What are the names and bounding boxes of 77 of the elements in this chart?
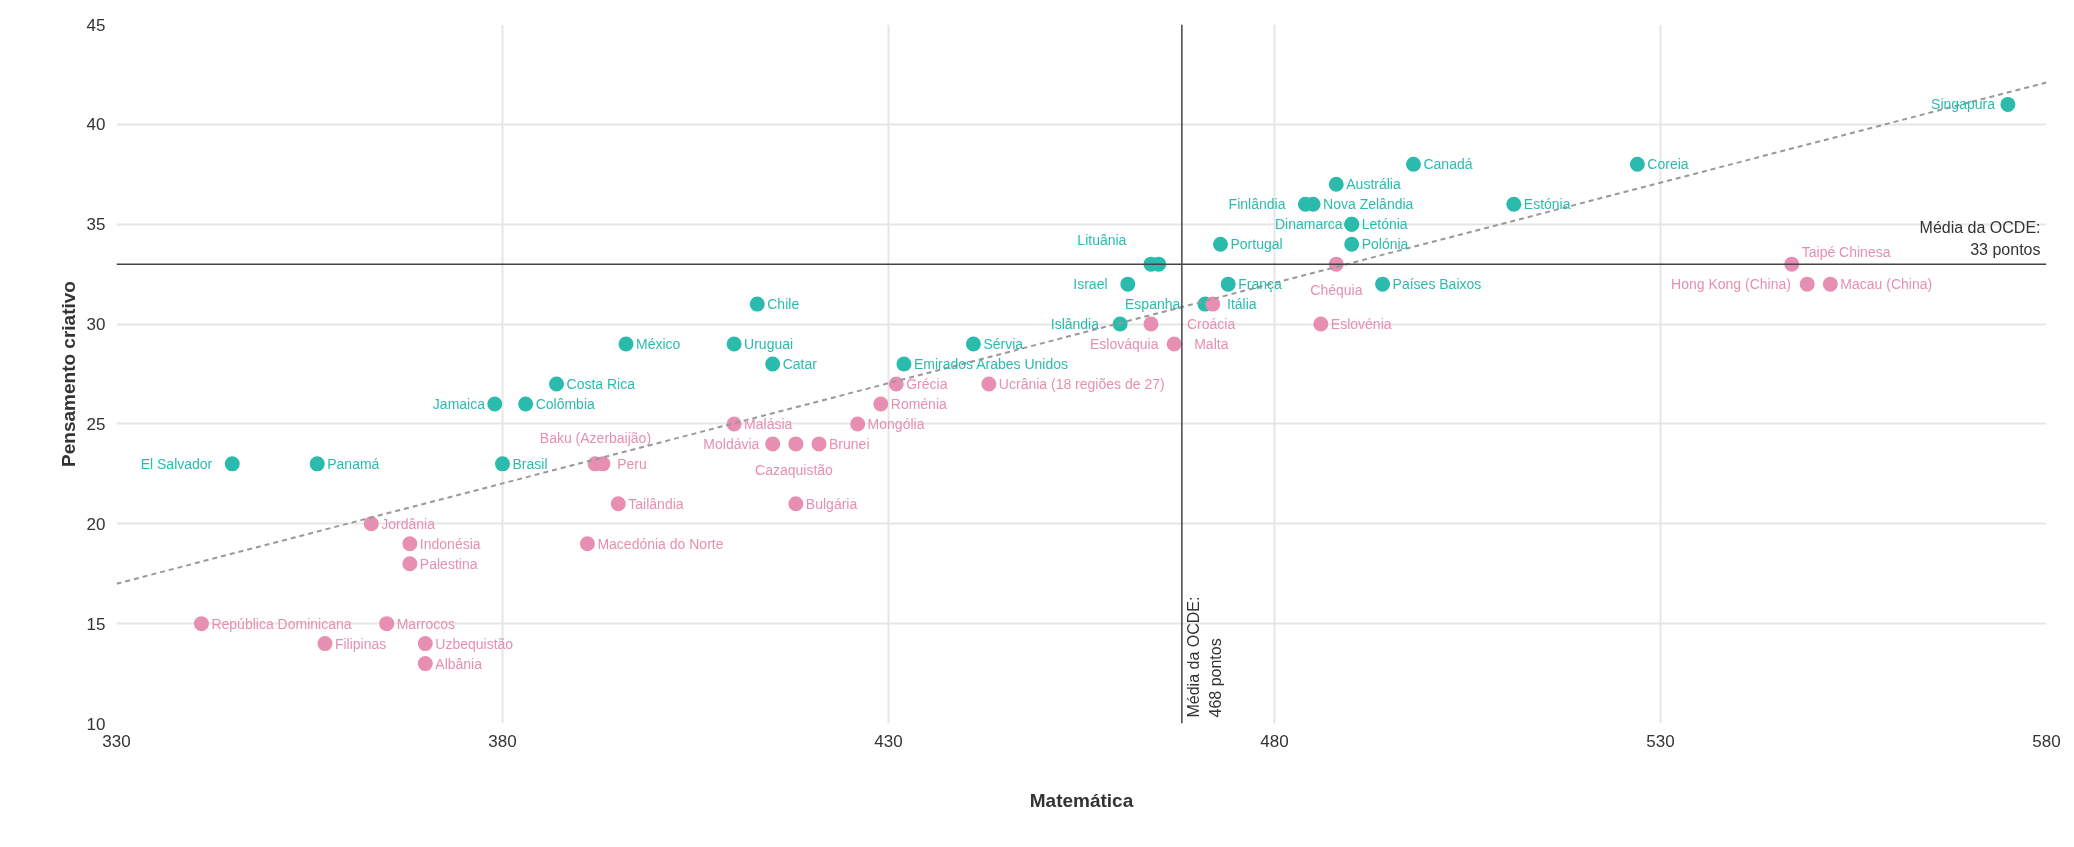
annotation: República Dominicana bbox=[211, 615, 352, 632]
annotation: Malásia bbox=[744, 415, 793, 432]
annotation: Panamá bbox=[327, 455, 380, 472]
annotation: Ucrânia (18 regiões de 27) bbox=[998, 375, 1165, 392]
annotation: Macau (China) bbox=[1840, 276, 1933, 293]
annotation: Uzbequistão bbox=[435, 635, 514, 652]
annotation: Malta bbox=[1194, 336, 1229, 353]
annotation: Croácia bbox=[1186, 316, 1236, 333]
y-axis-title: Pensamento criativo bbox=[57, 281, 79, 467]
annotation: Brasil bbox=[512, 455, 548, 472]
annotation: França bbox=[1238, 276, 1282, 293]
annotation: Filipinas bbox=[334, 635, 387, 652]
annotation: Estónia bbox=[1523, 196, 1571, 213]
annotation: Jamaica bbox=[432, 395, 486, 412]
annotation: Taipé Chinesa bbox=[1801, 244, 1891, 261]
y-tick-label: 45 bbox=[86, 15, 106, 35]
annotation: Moldávia bbox=[703, 435, 760, 452]
annotation: Itália bbox=[1227, 296, 1257, 313]
annotation: Dinamarca bbox=[1274, 216, 1343, 233]
annotation: Macedónia do Norte bbox=[597, 535, 724, 552]
annotation: Peru bbox=[617, 455, 647, 472]
x-tick-label: 480 bbox=[1260, 731, 1289, 751]
annotation: Costa Rica bbox=[566, 375, 636, 392]
x-tick-label: 530 bbox=[1646, 731, 1675, 751]
ref-line-label: Média da OCDE: 468 pontos bbox=[1184, 596, 1224, 718]
annotation: Baku (Azerbaijão) bbox=[539, 429, 652, 446]
annotation: Brunei bbox=[829, 435, 870, 452]
annotation: Islândia bbox=[1050, 316, 1100, 333]
annotation: Cazaquistão bbox=[755, 461, 834, 478]
annotation: Polónia bbox=[1361, 236, 1409, 253]
annotation: Tailândia bbox=[628, 495, 684, 512]
annotation: Singapura bbox=[1931, 96, 1996, 113]
annotation: Chéquia bbox=[1310, 282, 1363, 299]
y-tick-label: 25 bbox=[86, 414, 106, 434]
annotation: El Salvador bbox=[140, 455, 213, 472]
annotation: Indonésia bbox=[419, 535, 481, 552]
annotation: Roménia bbox=[890, 395, 948, 412]
annotation: Colômbia bbox=[535, 395, 596, 412]
annotation: Austrália bbox=[1346, 176, 1401, 193]
annotation: Letónia bbox=[1361, 216, 1408, 233]
annotation: Jordânia bbox=[381, 515, 436, 532]
x-tick-label: 580 bbox=[2032, 731, 2061, 751]
annotation: Canadá bbox=[1423, 156, 1473, 173]
annotation: Nova Zelândia bbox=[1323, 196, 1414, 213]
x-axis-title: Matemática bbox=[1029, 789, 1134, 811]
annotation: Mongólia bbox=[867, 415, 925, 432]
annotation: Albânia bbox=[435, 655, 483, 672]
x-tick-label: 430 bbox=[874, 731, 903, 751]
x-tick-label: 330 bbox=[102, 731, 131, 751]
y-tick-label: 30 bbox=[86, 315, 106, 335]
annotation: Sérvia bbox=[983, 336, 1024, 353]
annotation: Espanha bbox=[1125, 296, 1181, 313]
annotation: Uruguai bbox=[744, 336, 794, 353]
annotation: Bulgária bbox=[805, 495, 858, 512]
annotation: Israel bbox=[1073, 276, 1108, 293]
y-tick-label: 15 bbox=[86, 614, 106, 634]
annotation: Emirados Arabes Unidos bbox=[913, 356, 1069, 373]
annotation: Grécia bbox=[906, 375, 948, 392]
annotation: México bbox=[636, 336, 681, 353]
annotation: Hong Kong (China) bbox=[1671, 276, 1791, 293]
annotation: Catar bbox=[782, 356, 818, 373]
annotation: Lituânia bbox=[1077, 232, 1127, 249]
annotation: Marrocos bbox=[396, 615, 456, 632]
ref-line-label: Média da OCDE: 33 pontos bbox=[1919, 219, 2041, 259]
annotation: Portugal bbox=[1230, 236, 1283, 253]
annotation: Finlândia bbox=[1228, 196, 1286, 213]
y-tick-label: 20 bbox=[86, 514, 106, 534]
x-tick-label: 380 bbox=[488, 731, 517, 751]
annotation: Eslovénia bbox=[1330, 316, 1392, 333]
annotation: Chile bbox=[767, 296, 800, 313]
y-tick-label: 35 bbox=[86, 215, 106, 235]
annotation: Eslováquia bbox=[1089, 336, 1159, 353]
y-tick-label: 10 bbox=[86, 714, 106, 734]
annotation: Coreia bbox=[1647, 156, 1689, 173]
y-tick-label: 40 bbox=[86, 115, 106, 135]
annotation: Países Baixos bbox=[1392, 276, 1482, 293]
annotation: Palestina bbox=[419, 555, 478, 572]
